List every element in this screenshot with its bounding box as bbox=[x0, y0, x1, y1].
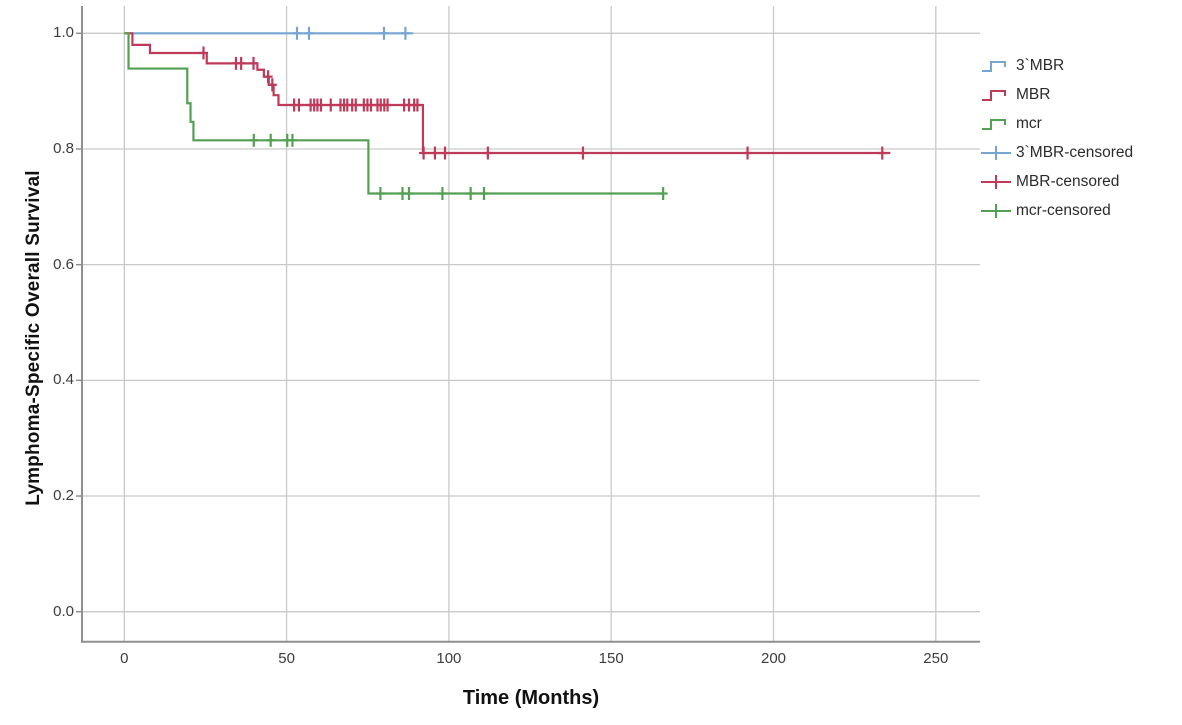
y-tick-label-1.0: 1.0 bbox=[53, 24, 74, 42]
x-tick-label-100: 100 bbox=[436, 650, 462, 667]
y-axis-title: Lymphoma-Specific Overall Survival bbox=[23, 170, 44, 506]
legend-censored-plus-icon bbox=[981, 174, 1011, 189]
legend-step-swatch-icon bbox=[982, 60, 1006, 72]
x-tick-label-0: 0 bbox=[120, 650, 129, 667]
axes bbox=[76, 6, 980, 643]
series-3-mbr bbox=[124, 26, 414, 40]
legend-step-swatch-icon bbox=[982, 118, 1006, 130]
legend-item-3-mbr-censored: 3`MBR-censored bbox=[981, 138, 1133, 167]
y-tick-label-0.0: 0.0 bbox=[53, 602, 74, 620]
series-3-mbr-censor-marks bbox=[292, 26, 410, 40]
legend-item-mcr-censored: mcr-censored bbox=[981, 196, 1133, 225]
legend-label: 3`MBR-censored bbox=[1016, 143, 1134, 161]
legend-item-3-mbr: 3`MBR bbox=[981, 51, 1133, 80]
legend-step-swatch-icon bbox=[982, 89, 1006, 101]
x-tick-label-50: 50 bbox=[278, 650, 295, 667]
x-tick-label-250: 250 bbox=[923, 650, 949, 667]
x-axis-title: Time (Months) bbox=[462, 687, 600, 709]
legend-label: mcr bbox=[1016, 114, 1042, 132]
legend-item-mcr: mcr bbox=[981, 109, 1133, 138]
series-mcr-curve bbox=[124, 32, 664, 195]
legend-label: mcr-censored bbox=[1016, 201, 1111, 219]
series-mbr-censor-marks bbox=[199, 46, 887, 160]
series-mcr-censor-marks bbox=[249, 133, 668, 201]
legend-label: 3`MBR bbox=[1016, 56, 1065, 74]
legend-label: MBR bbox=[1016, 85, 1051, 103]
legend: 3`MBR MBR mcr 3`MBR-censored MBR-censored mcr… bbox=[981, 51, 1133, 225]
legend-item-mbr: MBR bbox=[981, 80, 1133, 109]
legend-label: MBR-censored bbox=[1016, 172, 1120, 190]
series-mbr-curve bbox=[124, 32, 891, 155]
y-tick-label-0.8: 0.8 bbox=[53, 139, 74, 157]
x-tick-label-200: 200 bbox=[760, 650, 787, 667]
x-tick-label-150: 150 bbox=[598, 650, 624, 667]
series-mcr bbox=[124, 32, 668, 201]
series-mbr bbox=[124, 32, 891, 160]
legend-censored-plus-icon bbox=[981, 145, 1011, 160]
legend-item-mbr-censored: MBR-censored bbox=[981, 167, 1133, 196]
legend-censored-plus-icon bbox=[981, 203, 1011, 218]
gridlines bbox=[82, 6, 980, 642]
y-tick-label-0.6: 0.6 bbox=[53, 255, 74, 273]
y-tick-label-0.4: 0.4 bbox=[53, 371, 74, 389]
y-tick-label-0.2: 0.2 bbox=[53, 487, 74, 505]
